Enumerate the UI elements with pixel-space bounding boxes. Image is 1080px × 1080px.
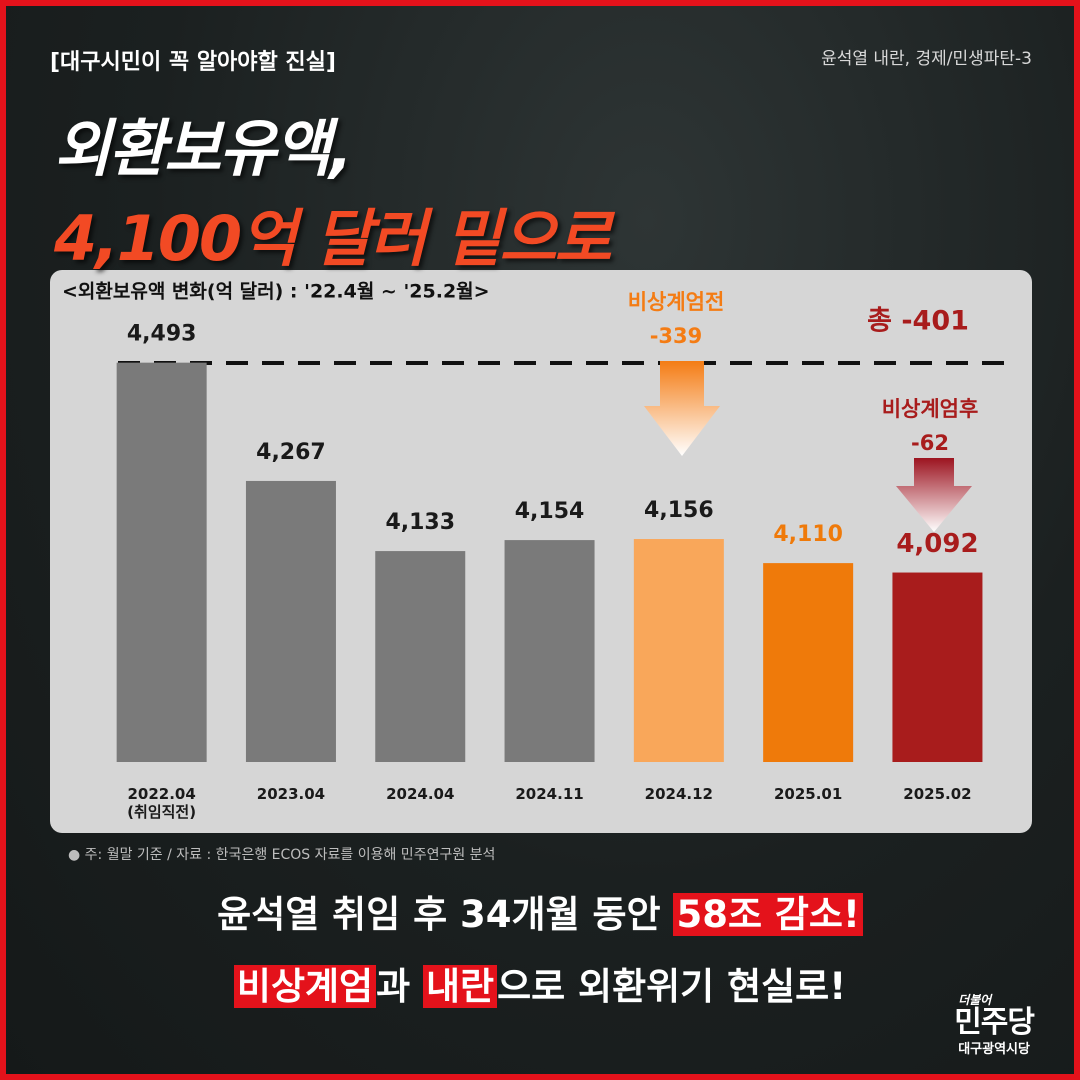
after-label: 비상계엄후 [882,397,979,421]
text: 으로 외환위기 현실로! [497,965,847,1008]
bar [116,362,207,762]
arrow [896,458,972,532]
headline: 4,100억 달러 밑으로 [54,202,612,275]
value-label: 4,110 [773,522,843,547]
headline: 외환보유액, [54,112,353,185]
value-label: 4,133 [385,510,455,535]
tag: [대구시민이 꼭 알아야할 진실] [50,50,336,75]
before-value: -339 [650,324,703,348]
before-label: 비상계엄전 [628,290,725,314]
x-tick-label: 2022.04 (취임직전) [127,785,197,821]
text: 과 [376,965,423,1008]
chart: <외환보유액 변화(억 달러) : '22.4월 ~ '25.2월> 총 -40… [50,270,1032,833]
logo-top: 더불어 [958,993,992,1007]
bar [375,551,466,762]
text: 윤석열 취임 후 34개월 동안 [217,893,674,936]
value-label: 4,092 [896,529,978,559]
footnote: ● 주: 월말 기준 / 자료 : 한국은행 ECOS 자료를 이용해 민주연구… [68,847,496,863]
bar [892,572,983,762]
footnote-text: 주: 월말 기준 / 자료 : 한국은행 ECOS 자료를 이용해 민주연구원 … [84,847,496,863]
logo-sub: 대구광역시당 [958,1042,1030,1057]
x-tick-label: 2024.04 [386,785,455,803]
series-label: 윤석열 내란, 경제/민생파탄-3 [821,49,1032,69]
x-tick-label: 2023.04 [256,785,326,803]
logo: 더불어 민주당 대구광역시당 [954,991,1035,1057]
arrow [644,361,720,456]
highlight: 내란 [423,965,498,1008]
chart-title: <외환보유액 변화(억 달러) : '22.4월 ~ '25.2월> [62,281,490,303]
footer-line: 비상계엄과 내란으로 외환위기 현실로! [6,956,1074,1010]
after-value: -62 [911,431,949,455]
value-label: 4,267 [256,440,326,465]
bar [633,539,724,762]
logo-main: 민주당 [954,1005,1035,1040]
bar [763,563,854,762]
x-tick-label: 2025.02 [903,785,972,803]
value-label: 4,156 [644,498,714,523]
highlight: 58조 감소! [673,893,863,936]
value-label: 4,154 [515,499,585,524]
bar [245,480,336,762]
total-label: 총 -401 [867,306,969,337]
x-tick-label: 2025.01 [773,785,843,803]
highlight: 비상계엄 [233,965,377,1008]
value-label: 4,493 [127,322,197,347]
bar [504,540,595,762]
x-tick-label: 2024.11 [515,785,584,803]
x-tick-label: 2024.12 [644,785,713,803]
footer-line: 윤석열 취임 후 34개월 동안 58조 감소! [6,884,1074,938]
